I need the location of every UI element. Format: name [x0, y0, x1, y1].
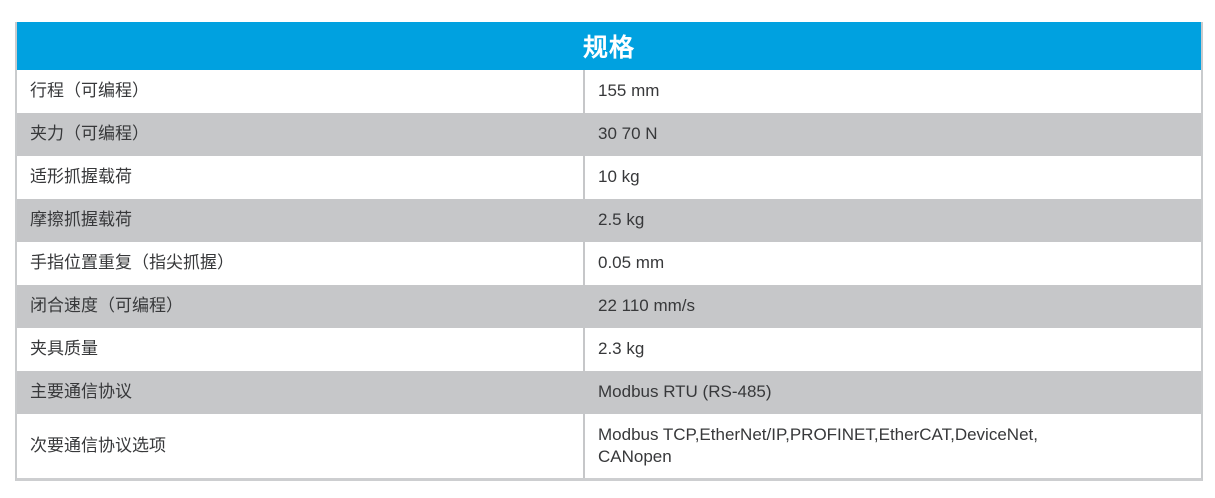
spec-label-cell: 次要通信协议选项 [17, 414, 583, 478]
spec-label-cell: 手指位置重复（指尖抓握） [17, 242, 583, 285]
spec-label: 夹具质量 [30, 339, 98, 359]
spec-value-cell: 0.05 mm [583, 242, 1201, 285]
spec-label: 手指位置重复（指尖抓握） [30, 253, 234, 273]
spec-value: 2.3 kg [598, 339, 645, 359]
spec-value: 0.05 mm [598, 253, 665, 273]
table-row: 手指位置重复（指尖抓握） 0.05 mm [17, 242, 1201, 285]
table-row: 主要通信协议 Modbus RTU (RS-485) [17, 371, 1201, 414]
spec-table: 规格 行程（可编程） 155 mm 夹力（可编程） 30 70 N 适形抓握载荷… [15, 22, 1203, 481]
table-row: 夹力（可编程） 30 70 N [17, 113, 1201, 156]
spec-value-cell: 30 70 N [583, 113, 1201, 156]
spec-value-cell: 2.5 kg [583, 199, 1201, 242]
spec-label-cell: 夹力（可编程） [17, 113, 583, 156]
table-row: 次要通信协议选项 Modbus TCP,EtherNet/IP,PROFINET… [17, 414, 1201, 478]
spec-value-cell: 10 kg [583, 156, 1201, 199]
spec-value: 2.5 kg [598, 210, 645, 230]
spec-label-cell: 摩擦抓握载荷 [17, 199, 583, 242]
spec-value-cell: 155 mm [583, 70, 1201, 113]
table-row: 夹具质量 2.3 kg [17, 328, 1201, 371]
spec-label: 适形抓握载荷 [30, 167, 132, 187]
spec-label: 夹力（可编程） [30, 124, 149, 144]
spec-value-cell: Modbus RTU (RS-485) [583, 371, 1201, 414]
spec-label-cell: 夹具质量 [17, 328, 583, 371]
spec-label: 行程（可编程） [30, 81, 149, 101]
spec-value: 30 70 N [598, 124, 658, 144]
spec-label-cell: 闭合速度（可编程） [17, 285, 583, 328]
spec-value: Modbus RTU (RS-485) [598, 382, 772, 402]
spec-value: 10 kg [598, 167, 640, 187]
spec-label: 摩擦抓握载荷 [30, 210, 132, 230]
table-title: 规格 [582, 34, 635, 62]
spec-label: 次要通信协议选项 [30, 435, 166, 455]
table-body: 行程（可编程） 155 mm 夹力（可编程） 30 70 N 适形抓握载荷 10… [17, 70, 1201, 478]
spec-value: 22 110 mm/s [598, 296, 696, 316]
spec-label-cell: 适形抓握载荷 [17, 156, 583, 199]
spec-value: Modbus TCP,EtherNet/IP,PROFINET,EtherCAT… [598, 424, 1038, 466]
spec-value-cell: 22 110 mm/s [583, 285, 1201, 328]
table-row: 闭合速度（可编程） 22 110 mm/s [17, 285, 1201, 328]
spec-value-cell: Modbus TCP,EtherNet/IP,PROFINET,EtherCAT… [583, 414, 1201, 478]
spec-value: 155 mm [598, 81, 660, 101]
table-row: 行程（可编程） 155 mm [17, 70, 1201, 113]
spec-label-cell: 主要通信协议 [17, 371, 583, 414]
spec-label: 主要通信协议 [30, 382, 132, 402]
spec-label-cell: 行程（可编程） [17, 70, 583, 113]
table-row: 摩擦抓握载荷 2.5 kg [17, 199, 1201, 242]
table-header: 规格 [17, 22, 1201, 70]
table-row: 适形抓握载荷 10 kg [17, 156, 1201, 199]
spec-value-cell: 2.3 kg [583, 328, 1201, 371]
spec-label: 闭合速度（可编程） [30, 296, 183, 316]
